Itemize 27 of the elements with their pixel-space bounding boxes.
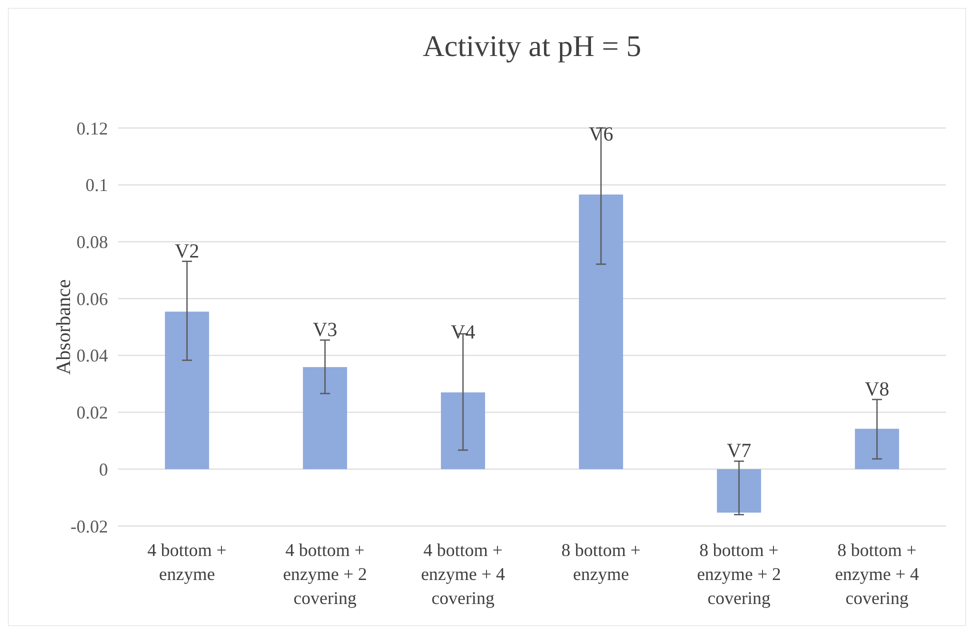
bar (440, 392, 486, 470)
data-label: V8 (864, 378, 890, 400)
data-label: V7 (726, 440, 752, 462)
y-tick-label: -0.02 (70, 516, 108, 536)
x-tick-label: 8 bottom + enzyme + 4 covering (834, 540, 920, 608)
data-label: V2 (174, 240, 200, 263)
bar (716, 469, 762, 513)
y-tick-label: 0.04 (76, 346, 108, 366)
y-tick-label: 0 (99, 459, 108, 480)
x-tick-label: 8 bottom + enzyme + 2 covering (696, 540, 782, 608)
bar (578, 194, 624, 470)
data-label: V4 (450, 321, 476, 344)
x-tick-label: 4 bottom + enzyme (147, 540, 227, 584)
x-tick-label: 4 bottom + enzyme + 2 covering (282, 540, 368, 608)
y-tick-label: 0.02 (76, 402, 108, 423)
chart-title: Activity at pH = 5 (422, 30, 642, 63)
bar (302, 367, 348, 470)
x-tick-label: 8 bottom + enzyme (561, 540, 641, 584)
x-tick-label: 4 bottom + enzyme + 4 covering (420, 540, 506, 608)
bar (164, 312, 210, 470)
bar (854, 428, 900, 470)
y-tick-label: 0.06 (76, 288, 108, 309)
data-label: V3 (312, 319, 338, 342)
y-tick-label: 0.08 (76, 232, 108, 252)
y-tick-label: 0.1 (86, 175, 108, 196)
y-axis-title: Absorbance (53, 279, 75, 375)
y-tick-label: 0.12 (76, 118, 108, 138)
